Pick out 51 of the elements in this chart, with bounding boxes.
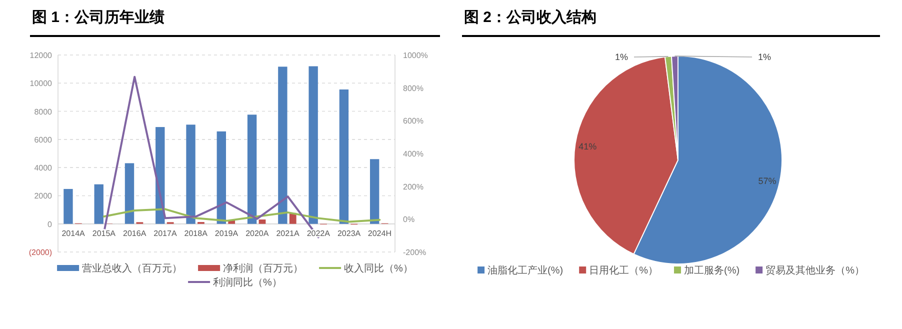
bar xyxy=(308,66,318,224)
legend-label: 加工服务(%) xyxy=(684,264,740,276)
bar xyxy=(278,66,288,224)
y-tick-label: 0 xyxy=(48,220,53,229)
y2-tick-label: 800% xyxy=(403,84,424,93)
data-label: 1% xyxy=(614,52,628,62)
y-tick-label: 12000 xyxy=(30,51,53,60)
data-label: 57% xyxy=(758,176,776,186)
bar xyxy=(216,131,226,224)
chart-title: 图 2：公司收入结构 xyxy=(464,9,597,26)
bar xyxy=(124,163,134,224)
y2-tick-label: -200% xyxy=(403,248,426,257)
x-tick-label: 2017A xyxy=(154,228,178,238)
data-label: 1% xyxy=(758,52,772,62)
bar xyxy=(247,114,257,224)
legend-label: 利润同比（%） xyxy=(213,276,282,288)
legend-label: 日用化工（%） xyxy=(589,264,658,276)
y-tick-label: (2000) xyxy=(28,248,52,257)
data-label: 41% xyxy=(578,142,597,152)
bar xyxy=(370,159,380,224)
x-tick-label: 2014A xyxy=(62,228,86,238)
chart-title: 图 1：公司历年业绩 xyxy=(32,9,165,26)
x-tick-label: 2021A xyxy=(276,228,300,238)
y2-tick-label: 400% xyxy=(403,150,424,158)
bar xyxy=(64,188,73,224)
bar xyxy=(94,184,104,224)
bar xyxy=(258,219,266,224)
y-tick-label: 4000 xyxy=(34,164,53,173)
y-tick-label: 8000 xyxy=(34,107,53,116)
x-tick-label: 2015A xyxy=(92,228,116,238)
x-tick-label: 2018A xyxy=(184,228,208,238)
bar xyxy=(186,124,196,224)
legend-label: 贸易及其他业务（%） xyxy=(766,264,864,276)
bar xyxy=(339,89,349,224)
x-tick-label: 2016A xyxy=(123,228,147,238)
legend-label: 收入同比（%） xyxy=(344,262,413,274)
line-series xyxy=(102,208,381,223)
y2-tick-label: 600% xyxy=(403,116,424,126)
y2-tick-label: 1000% xyxy=(403,51,428,60)
y-tick-label: 6000 xyxy=(34,135,53,144)
y2-tick-label: 200% xyxy=(403,182,424,192)
y-tick-label: 10000 xyxy=(30,79,53,88)
y2-tick-label: 0% xyxy=(403,215,415,224)
legend-label: 营业总收入（百万元） xyxy=(82,262,182,274)
legend-label: 油脂化工产业(%) xyxy=(488,264,564,276)
x-tick-label: 2023A xyxy=(337,228,362,238)
legend-label: 净利润（百万元） xyxy=(223,262,304,274)
y-tick-label: 2000 xyxy=(34,192,53,201)
x-tick-label: 2024H xyxy=(368,228,392,238)
x-tick-label: 2019A xyxy=(214,228,239,238)
x-tick-label: 2020A xyxy=(246,228,270,238)
